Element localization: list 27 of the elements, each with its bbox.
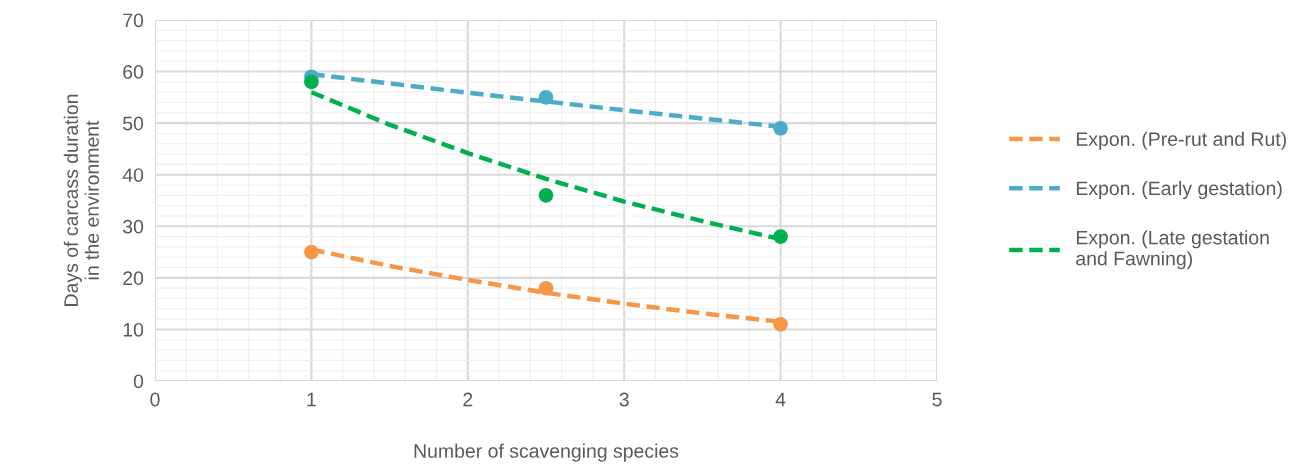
x-axis-title: Number of scavenging species bbox=[414, 443, 679, 462]
point bbox=[773, 229, 788, 244]
y-tick-label: 20 bbox=[123, 271, 144, 286]
x-tick-label: 1 bbox=[307, 392, 316, 407]
x-tick-label: 0 bbox=[150, 392, 160, 407]
y-tick-label: 40 bbox=[122, 168, 144, 182]
x-tick-label: 2 bbox=[463, 392, 473, 407]
legend-label: Expon. (Late gestation and Fawning) bbox=[1076, 230, 1269, 270]
legend-label: Expon. (Early gestation) bbox=[1076, 180, 1282, 200]
y-tick-label: 70 bbox=[123, 13, 144, 28]
x-tick-label: 5 bbox=[932, 392, 942, 407]
point bbox=[773, 121, 788, 136]
point bbox=[538, 188, 554, 203]
point bbox=[538, 280, 554, 296]
point bbox=[773, 316, 788, 332]
x-tick-label: 3 bbox=[619, 392, 629, 407]
point bbox=[304, 244, 319, 260]
y-tick-label: 0 bbox=[133, 374, 144, 389]
legend-label: Expon. (Pre-rut and Rut) bbox=[1076, 131, 1286, 150]
y-axis-title: Days of carcass duration in the environment bbox=[63, 94, 99, 306]
point bbox=[538, 90, 554, 105]
x-tick-label: 4 bbox=[775, 392, 786, 407]
y-tick-label: 10 bbox=[123, 322, 144, 337]
y-tick-label: 50 bbox=[123, 116, 144, 131]
y-tick-label: 60 bbox=[123, 65, 144, 79]
point bbox=[304, 74, 319, 90]
y-tick-label: 30 bbox=[123, 219, 144, 234]
